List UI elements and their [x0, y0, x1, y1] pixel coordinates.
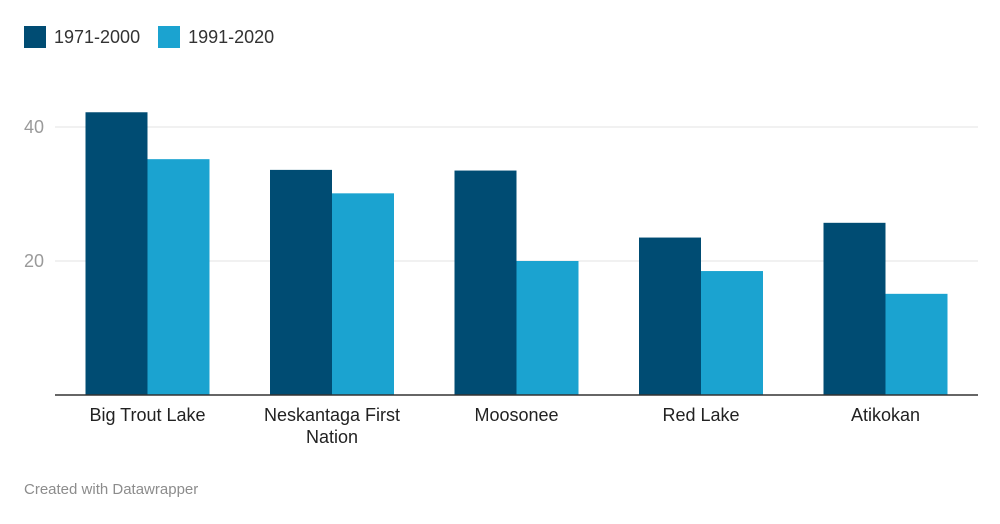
bar-red-lake-1991-2020: [701, 271, 763, 395]
x-tick-label-moosonee: Moosonee: [474, 405, 558, 425]
bar-atikokan-1991-2020: [885, 293, 948, 395]
y-tick-label-20: 20: [24, 251, 44, 271]
legend-swatch-1991-2020: [158, 26, 181, 48]
legend: 1971-2000 1991-2020: [24, 26, 292, 48]
legend-label-1971-2000: 1971-2000: [54, 26, 141, 47]
bar-moosonee-1991-2020: [516, 261, 579, 395]
x-tick-label-neskantaga-first-nation: Neskantaga First Nation: [264, 405, 400, 447]
legend-item-1991-2020: 1991-2020: [158, 26, 274, 48]
bar-atikokan-1971-2000: [823, 222, 886, 395]
bar-neskantaga-first-nation-1991-2020: [332, 193, 394, 395]
x-tick-label-big-trout-lake: Big Trout Lake: [89, 405, 205, 425]
bar-neskantaga-first-nation-1971-2000: [270, 169, 332, 395]
legend-swatch-1971-2000: [24, 26, 46, 48]
x-tick-label-red-lake: Red Lake: [662, 405, 739, 425]
bar-big-trout-lake-1971-2000: [85, 112, 148, 395]
footer-credit: Created with Datawrapper: [24, 481, 199, 498]
bar-moosonee-1971-2000: [454, 170, 517, 395]
bar-red-lake-1971-2000: [639, 237, 701, 395]
legend-label-1991-2020: 1991-2020: [188, 26, 275, 47]
x-tick-label-atikokan: Atikokan: [851, 405, 920, 425]
bar-big-trout-lake-1991-2020: [147, 159, 210, 395]
y-tick-label-40: 40: [24, 117, 44, 137]
legend-item-1971-2000: 1971-2000: [24, 26, 140, 48]
